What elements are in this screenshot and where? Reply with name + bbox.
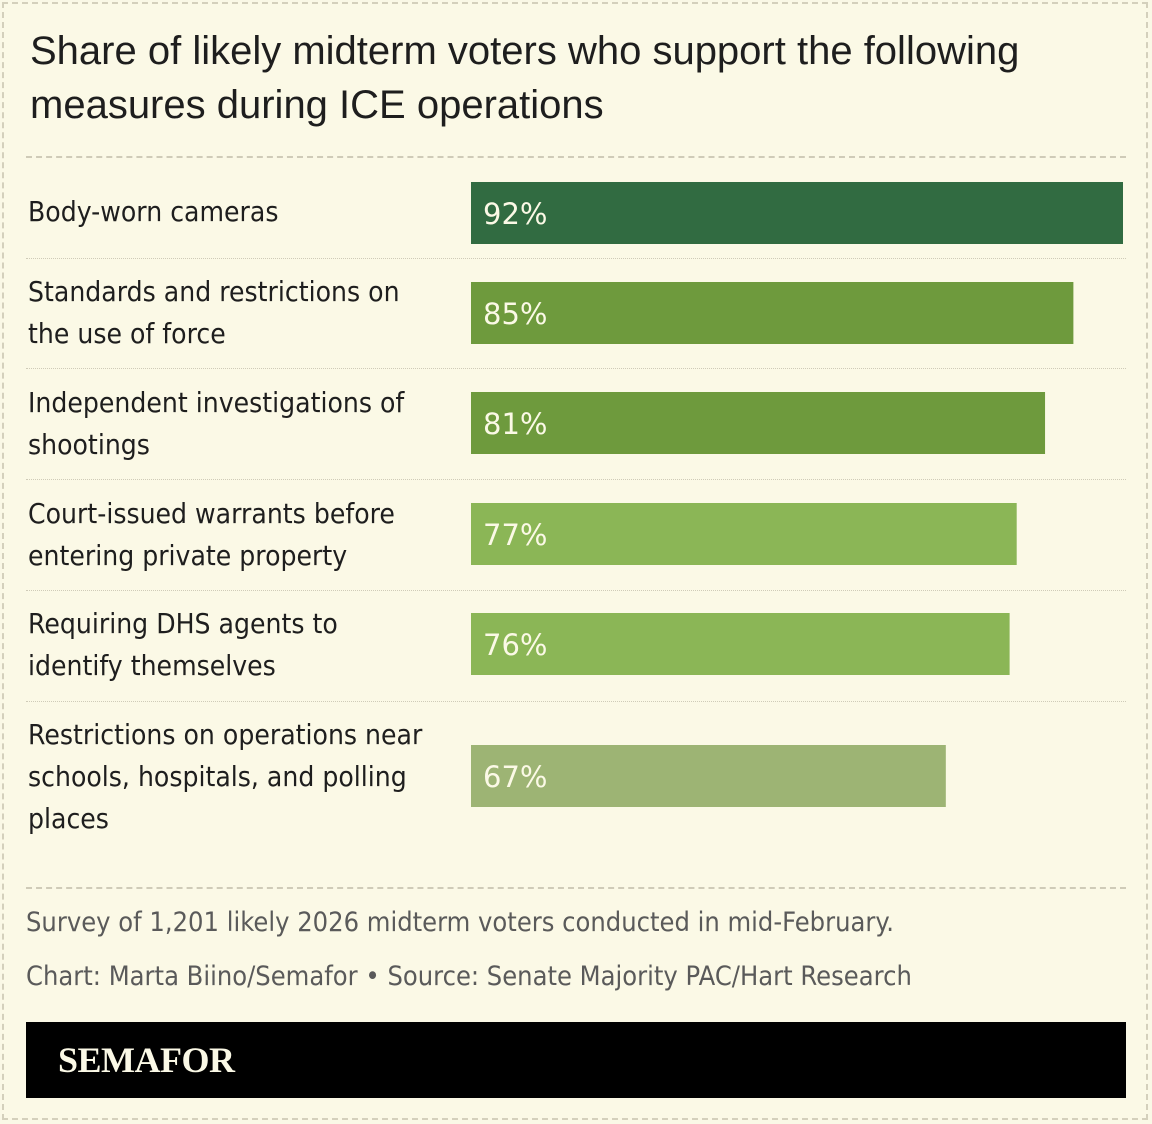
row-divider <box>26 479 1126 480</box>
row-divider <box>26 368 1126 369</box>
category-label: Independent investigations of shootings <box>28 386 405 461</box>
bar <box>471 282 1074 344</box>
bar <box>471 613 1010 675</box>
brand-bar: SEMAFOR <box>26 1022 1126 1098</box>
source-credit: Chart: Marta Biino/Semafor • Source: Sen… <box>26 961 912 992</box>
category-label: Standards and restrictions on the use of… <box>28 275 400 350</box>
bar-value-label: 92% <box>483 197 547 231</box>
row-divider <box>26 258 1126 259</box>
bar <box>471 392 1046 454</box>
category-label: Requiring DHS agents to identify themsel… <box>28 607 338 682</box>
category-label: Court-issued warrants before entering pr… <box>28 497 395 572</box>
bar <box>471 182 1123 244</box>
bar <box>471 745 946 807</box>
row-divider <box>26 701 1126 702</box>
category-label: Restrictions on operations near schools,… <box>28 718 423 835</box>
bar-value-label: 85% <box>483 297 547 331</box>
bar-value-label: 76% <box>483 628 547 662</box>
row-divider <box>26 590 1126 591</box>
bar-chart: 92% 85% 81% 77% 76% 67% <box>471 182 1123 807</box>
chart-title: Share of likely midterm voters who suppo… <box>30 29 1020 127</box>
bar-value-label: 77% <box>483 518 547 552</box>
semafor-logo: SEMAFOR <box>58 1040 235 1080</box>
survey-note: Survey of 1,201 likely 2026 midterm vote… <box>26 907 895 938</box>
footer-divider <box>26 887 1126 889</box>
category-label: Body-worn cameras <box>28 195 279 228</box>
bar-value-label: 81% <box>483 407 547 441</box>
title-divider <box>26 156 1126 158</box>
bar-value-label: 67% <box>483 760 547 794</box>
bar <box>471 503 1017 565</box>
